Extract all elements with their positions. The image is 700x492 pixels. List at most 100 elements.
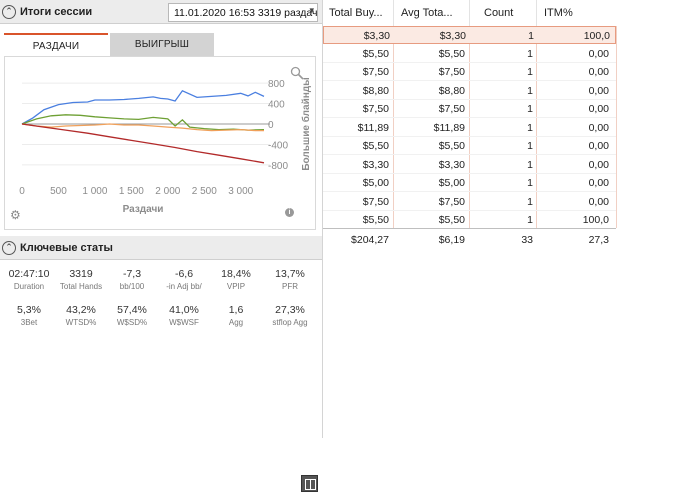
column-separator[interactable] (393, 0, 394, 26)
stat-value: 57,4% (117, 304, 147, 316)
stat-label: -in Adj bb/ (166, 282, 202, 291)
table-row[interactable]: $11,89 $11,89 1 0,00 (323, 119, 616, 137)
table-cell: $3,30 (439, 30, 466, 42)
table-row[interactable]: $7,50 $7,50 1 0,00 (323, 193, 616, 211)
collapse-icon[interactable]: ⌃ (2, 5, 16, 19)
table-cell: 1 (527, 177, 533, 189)
info-icon[interactable]: i (285, 208, 294, 217)
itm-total: 27,3 (588, 234, 609, 246)
stat-value: 13,7% (275, 268, 305, 280)
session-dropdown[interactable]: 11.01.2020 16:53 3319 раздач) ▾ (168, 3, 318, 22)
table-cell: $8,80 (362, 84, 389, 97)
tournament-table: Total Buy... Avg Tota... Count ITM% $3,3… (322, 0, 700, 438)
x-tick-label: 3 000 (228, 186, 253, 197)
table-cell: $11,89 (357, 121, 389, 134)
table-cell: $7,50 (362, 195, 389, 208)
table-cell: 1 (527, 103, 533, 115)
table-cell: 1 (527, 121, 533, 134)
session-panel: ⌃ Итоги сессии 11.01.2020 16:53 3319 раз… (0, 0, 322, 492)
stat-item: 5,3% 3Bet (3, 304, 55, 327)
table-cell: $3,30 (363, 30, 390, 42)
table-row[interactable]: $3,30 $3,30 1 100,0 (323, 26, 616, 44)
session-title: Итоги сессии (20, 6, 93, 18)
count-sum: 33 (521, 234, 533, 246)
stat-item: 57,4% W$SD% (106, 304, 158, 327)
table-cell: 1 (527, 214, 533, 226)
table-cell: $8,80 (438, 84, 465, 97)
stat-value: 3319 (69, 268, 93, 280)
stat-label: PFR (282, 282, 298, 291)
avg-total-sum: $6,19 (438, 234, 465, 246)
stat-label: 3Bet (20, 318, 38, 327)
x-tick-label: 1 500 (119, 186, 144, 197)
key-stats-header[interactable]: ⌃ Ключевые статы (0, 236, 322, 492)
table-row[interactable]: $7,50 $7,50 1 0,00 (323, 100, 616, 118)
stat-label: WTSD% (65, 318, 97, 327)
y-axis-label: Большие блайнды (300, 77, 312, 170)
column-header-itm[interactable]: ITM% (544, 7, 573, 19)
column-header-total-buyin[interactable]: Total Buy... (329, 7, 383, 19)
x-tick-label: 0 (19, 186, 25, 197)
table-cell: $7,50 (438, 103, 465, 115)
table-row[interactable]: $5,50 $5,50 1 0,00 (323, 45, 616, 63)
stat-item: 27,3% stflop Agg (264, 304, 316, 327)
table-row[interactable]: $3,30 $3,30 1 0,00 (323, 156, 616, 174)
collapse-icon[interactable]: ⌃ (2, 241, 16, 255)
series-line-0 (21, 89, 265, 125)
chevron-down-icon: ▾ (309, 6, 314, 16)
tab-hands[interactable]: РАЗДАЧИ (4, 33, 108, 56)
table-row[interactable]: $5,50 $5,50 1 100,0 (323, 211, 616, 229)
table-cell: 1 (528, 30, 534, 42)
table-row[interactable]: $5,50 $5,50 1 0,00 (323, 137, 616, 155)
table-cell: $7,50 (438, 195, 465, 208)
table-cell: 0,00 (588, 140, 609, 152)
table-cell: $5,50 (438, 214, 465, 226)
tab-winnings[interactable]: ВЫИГРЫШ (110, 33, 214, 56)
table-cell: 1 (527, 66, 533, 78)
table-cell: $3,30 (438, 158, 465, 171)
stat-label: W$WSF (169, 318, 199, 327)
column-header-count[interactable]: Count (484, 7, 514, 19)
table-cell: $5,50 (362, 214, 389, 226)
column-header-avg-total[interactable]: Avg Tota... (401, 7, 453, 19)
stat-item: 1,6 Agg (210, 304, 262, 327)
key-stats-title: Ключевые статы (20, 242, 113, 254)
table-cell: $11,89 (433, 121, 465, 134)
table-cell: 0,00 (588, 47, 609, 60)
session-header[interactable]: ⌃ Итоги сессии 11.01.2020 16:53 3319 раз… (0, 0, 322, 24)
stat-item: 3319 Total Hands (55, 268, 107, 291)
results-chart: 800 400 0 -400 -800 0 500 1 000 1 500 2 000 2 500 3… (19, 77, 312, 215)
stat-label: Duration (13, 282, 45, 291)
session-dropdown-value: 11.01.2020 16:53 3319 раздач) (174, 7, 318, 19)
column-separator[interactable] (469, 0, 470, 26)
column-divider (393, 26, 394, 228)
stat-label: W$SD% (116, 318, 148, 327)
table-cell: $5,50 (362, 140, 389, 152)
table-cell: 0,00 (588, 121, 609, 134)
stat-value: -6,6 (174, 268, 194, 280)
series-line-2 (21, 123, 264, 132)
zoom-icon[interactable] (290, 66, 304, 80)
table-row[interactable]: $8,80 $8,80 1 0,00 (323, 82, 616, 100)
table-cell: 0,00 (588, 158, 609, 171)
stat-item: 02:47:10 Duration (3, 268, 55, 291)
table-cell: $5,50 (438, 140, 465, 152)
column-separator[interactable] (536, 0, 537, 26)
table-row[interactable]: $7,50 $7,50 1 0,00 (323, 63, 616, 81)
gear-icon[interactable]: ⚙ (10, 208, 21, 222)
table-row[interactable]: $5,00 $5,00 1 0,00 (323, 174, 616, 192)
x-tick-label: 1 000 (82, 186, 107, 197)
stat-item: -6,6 -in Adj bb/ (158, 268, 210, 291)
x-tick-label: 500 (50, 186, 67, 197)
layout-toggle-icon[interactable] (301, 475, 318, 492)
table-cell: $7,50 (362, 103, 389, 115)
table-cell: $7,50 (438, 66, 465, 78)
table-cell: 0,00 (588, 103, 609, 115)
table-cell: 1 (527, 47, 533, 60)
y-tick-label: 0 (268, 120, 274, 131)
total-buyin-sum: $204,27 (351, 234, 389, 246)
table-cell: 0,00 (588, 177, 609, 189)
table-cell: 0,00 (588, 84, 609, 97)
table-cell: 1 (527, 140, 533, 152)
column-divider (469, 26, 470, 228)
